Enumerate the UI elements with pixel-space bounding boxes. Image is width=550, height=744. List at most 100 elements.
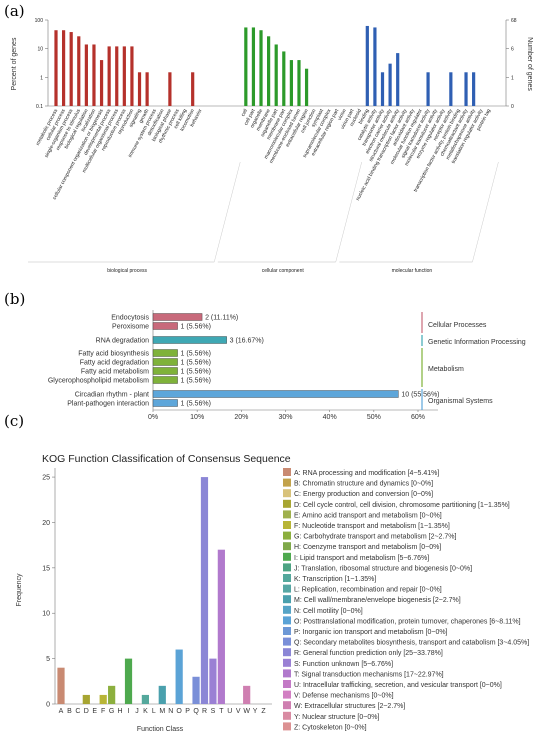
b-bar <box>152 313 203 321</box>
b-data-label: 1 (5.56%) <box>181 324 211 331</box>
b-bars: Endocytosis 2 (11.11%) Peroxisome 1 (5.56%)… <box>48 313 440 408</box>
c-bar <box>99 694 107 704</box>
c-legend-swatch <box>283 711 291 720</box>
c-bar <box>108 685 116 704</box>
c-x-tick-label: H <box>118 708 123 715</box>
a-bar <box>145 72 149 106</box>
a-bar <box>251 27 256 107</box>
c-title: KOG Function Classification of Consensus… <box>42 453 291 465</box>
b-category-label: Plant-pathogen interaction <box>67 401 149 408</box>
c-legend-swatch <box>283 489 291 498</box>
c-legend-entry: M: Cell wall/membrane/envelope biogenesi… <box>294 597 461 604</box>
b-category-label: Glycerophospholipid metabolism <box>48 378 149 385</box>
c-x-tick-label: Z <box>261 708 266 715</box>
a-bar <box>84 44 88 106</box>
a-bar <box>61 30 66 106</box>
c-legend-entry: D: Cell cycle control, cell division, ch… <box>294 502 510 509</box>
b-data-label: 3 (16.67%) <box>230 338 264 345</box>
a-bar <box>282 51 286 106</box>
c-x-tick-label: D <box>84 708 89 715</box>
b-category-label: Fatty acid biosynthesis <box>78 351 149 358</box>
c-x-tick-label: R <box>202 708 207 715</box>
c-legend-swatch <box>283 584 291 593</box>
a-bar <box>297 60 301 106</box>
a-bar <box>426 72 430 106</box>
a-bar <box>168 72 172 106</box>
c-y-tick-label: 25 <box>42 475 50 482</box>
c-y-tick-label: 10 <box>42 611 50 618</box>
b-x-tick-label: 10% <box>190 414 204 421</box>
c-x-tick-label: Y <box>253 708 258 715</box>
c-legend-entry: U: Intracellular trafficking, secretion,… <box>294 682 502 689</box>
c-bar <box>141 694 149 704</box>
b-category-label: Fatty acid degradation <box>80 360 149 367</box>
c-x-tick-label: M <box>159 708 165 715</box>
a-bar <box>373 27 377 107</box>
b-data-label: 1 (5.56%) <box>181 401 211 408</box>
a-bar <box>304 68 309 106</box>
b-x-tick-label: 50% <box>367 414 381 421</box>
c-bar <box>82 694 90 704</box>
a-bar <box>77 36 81 107</box>
c-legend-swatch <box>283 658 291 667</box>
b-bar <box>152 336 227 344</box>
c-legend-swatch <box>283 468 291 476</box>
b-bar <box>152 399 178 407</box>
a-group-label: molecular function <box>392 268 433 274</box>
a-bar <box>191 72 195 106</box>
c-legend-entry: A: RNA processing and modification [4~5.… <box>294 470 439 477</box>
c-legend-entry: S: Function unknown [5~6.76%] <box>294 661 393 668</box>
a-left-tick-label: 10 <box>37 47 43 53</box>
b-data-label: 1 (5.56%) <box>181 369 211 376</box>
c-x-tick-label: E <box>92 708 97 715</box>
a-bar <box>244 27 248 107</box>
c-bar <box>209 658 217 704</box>
c-bar <box>217 549 225 704</box>
a-bar <box>274 44 278 106</box>
a-bar <box>365 25 369 106</box>
c-legend-swatch <box>283 595 291 604</box>
c-bar <box>200 477 209 704</box>
c-legend-swatch <box>283 510 291 519</box>
c-legend-swatch <box>283 690 291 699</box>
a-group-labels: biological process cellular component mole… <box>28 161 499 274</box>
b-category-label: Circadian rhythm - plant <box>75 392 149 399</box>
b-bar <box>152 367 178 375</box>
b-bar <box>152 322 178 330</box>
a-bars <box>54 25 476 107</box>
c-x-tick-label: J <box>135 708 139 715</box>
c-legend-entry: C: Energy production and conversion [0~0… <box>294 491 433 498</box>
b-class-label: Organismal Systems <box>428 398 493 405</box>
c-legend-entry: T: Signal transduction mechanisms [17~22… <box>294 671 444 678</box>
b-data-label: 1 (5.56%) <box>181 351 211 358</box>
panel-b-kegg-chart: (b) 0% 10% 20% 30% 40% 50% 60% Endocytosis 2 (1… <box>4 290 526 421</box>
a-left-tick-label: 100 <box>35 18 44 24</box>
c-legend-swatch <box>283 521 291 529</box>
a-bar <box>472 72 476 106</box>
a-bar <box>289 60 293 106</box>
c-legend-swatch <box>283 669 291 678</box>
c-y-tick-label: 20 <box>42 520 50 527</box>
c-x-tick-label: C <box>75 708 80 715</box>
a-bar <box>54 30 58 106</box>
c-y-tick-label: 0 <box>46 702 50 709</box>
c-legend-swatch <box>283 680 291 688</box>
c-x-tick-label: A <box>59 708 64 715</box>
c-x-tick-label: I <box>128 708 130 715</box>
c-legend-swatch <box>283 478 291 487</box>
c-legend-entry: R: General function prediction only [25~… <box>294 650 443 657</box>
panel-a-label: (a) <box>4 2 25 20</box>
c-bar <box>175 649 183 704</box>
c-legend-entry: E: Amino acid transport and metabolism [… <box>294 512 442 519</box>
c-x-tick-label: W <box>243 708 250 715</box>
c-legend: A: RNA processing and modification [4~5.… <box>283 468 529 731</box>
b-category-label: Endocytosis <box>111 315 149 322</box>
a-bar <box>388 63 392 106</box>
panel-c-kog-chart: (c) KOG Function Classification of Conse… <box>4 412 529 733</box>
c-legend-swatch <box>283 701 291 710</box>
c-bar <box>192 676 200 704</box>
b-class-label: Genetic Information Processing <box>428 339 526 346</box>
c-legend-entry: O: Posttranslational modification, prote… <box>294 618 521 625</box>
